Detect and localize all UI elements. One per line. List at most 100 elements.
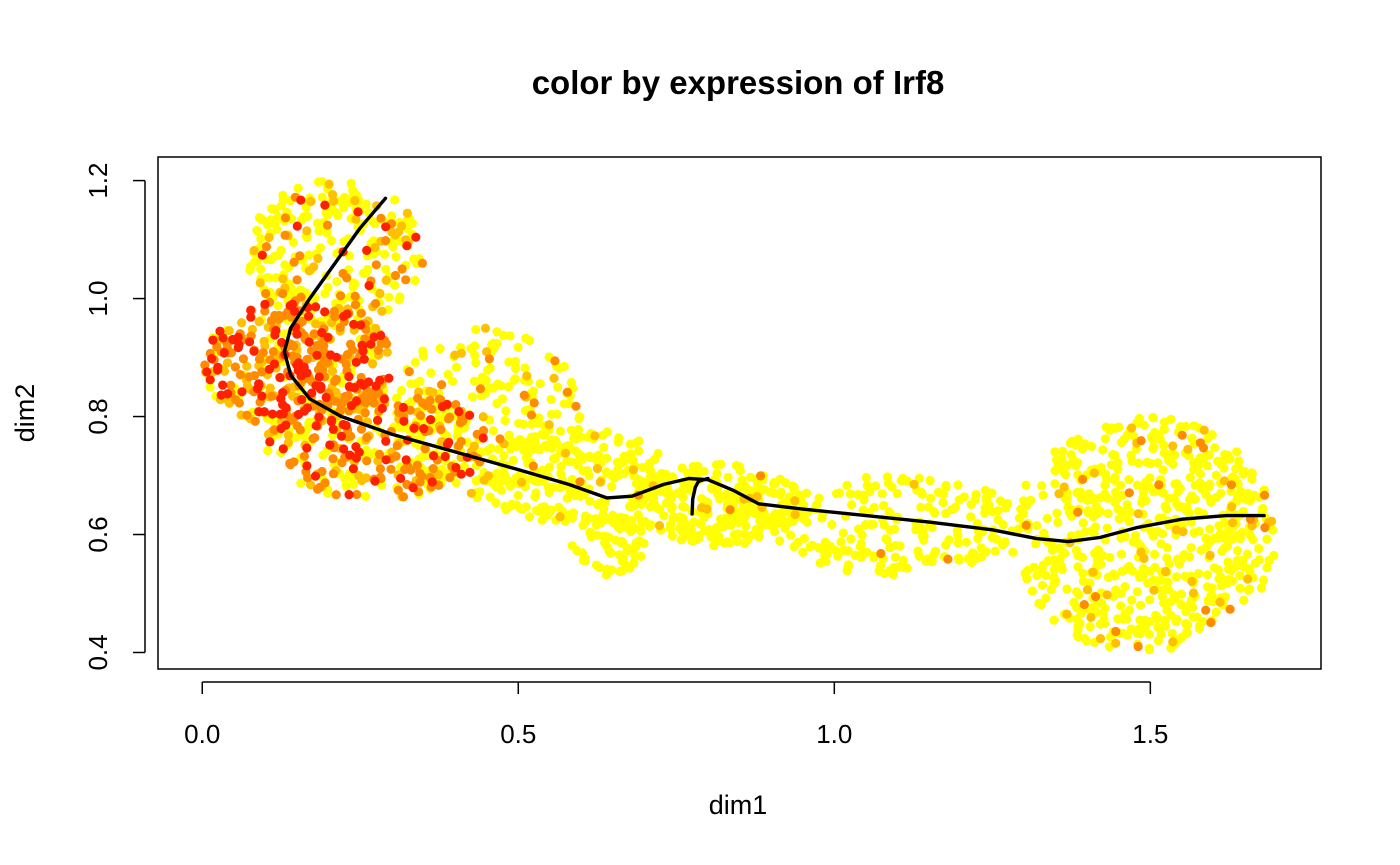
data-point: [326, 236, 337, 246]
data-point: [320, 307, 330, 317]
data-point: [386, 464, 396, 474]
data-point: [882, 472, 893, 482]
data-point: [456, 436, 466, 447]
data-point: [1256, 583, 1267, 593]
data-point: [526, 410, 537, 420]
data-point: [256, 264, 266, 274]
data-point: [317, 328, 327, 338]
data-point: [415, 376, 425, 386]
data-point: [369, 398, 379, 408]
data-point: [1159, 424, 1169, 434]
data-point: [618, 457, 628, 467]
data-point: [370, 299, 381, 309]
data-point: [508, 455, 518, 465]
data-point: [916, 502, 926, 512]
trajectory-layer: [282, 196, 1266, 544]
data-point: [327, 415, 337, 425]
data-point: [954, 553, 964, 563]
data-point: [480, 323, 491, 333]
data-point: [1201, 542, 1212, 552]
data-point: [532, 505, 542, 515]
data-point: [377, 306, 387, 316]
data-point: [1171, 572, 1181, 582]
data-point: [1132, 480, 1142, 490]
data-point: [613, 465, 623, 475]
data-point: [1166, 414, 1176, 424]
data-point: [1220, 534, 1231, 544]
data-point: [471, 358, 481, 368]
data-point: [1262, 534, 1272, 544]
data-point: [1217, 546, 1227, 557]
data-point: [302, 354, 312, 364]
data-point: [1185, 552, 1195, 562]
data-point: [1258, 575, 1269, 585]
data-point: [292, 275, 302, 285]
data-point: [293, 183, 303, 193]
data-point: [392, 441, 402, 451]
data-point: [1034, 598, 1044, 609]
data-point: [344, 490, 354, 500]
data-point: [1194, 623, 1204, 634]
data-point: [1096, 559, 1106, 569]
data-point: [261, 242, 271, 252]
data-point: [374, 449, 385, 459]
data-point: [537, 515, 547, 525]
data-point: [587, 530, 597, 540]
data-point: [890, 552, 900, 562]
data-point: [853, 489, 863, 500]
data-point: [1126, 624, 1136, 634]
data-point: [365, 346, 375, 356]
data-point: [666, 493, 676, 503]
data-point: [1224, 526, 1234, 536]
data-point: [1189, 458, 1199, 468]
data-point: [725, 505, 735, 515]
data-point: [200, 360, 210, 370]
data-point: [278, 274, 288, 284]
data-point: [631, 541, 641, 551]
data-point: [402, 241, 412, 251]
data-point: [504, 357, 514, 367]
data-point: [1243, 488, 1253, 498]
data-point: [311, 421, 321, 431]
data-point: [255, 278, 265, 288]
data-point: [1103, 508, 1113, 519]
data-point: [918, 524, 928, 534]
data-point: [544, 420, 554, 430]
data-point: [798, 514, 809, 524]
data-point: [987, 533, 997, 543]
data-point: [843, 562, 853, 572]
data-point: [1077, 444, 1088, 454]
data-point: [652, 503, 662, 513]
data-point: [465, 467, 475, 477]
data-point: [1168, 637, 1178, 647]
data-point: [1205, 524, 1215, 534]
data-point: [1038, 490, 1048, 500]
data-point: [1209, 563, 1219, 573]
data-point: [245, 337, 255, 347]
data-point: [971, 490, 981, 500]
data-point: [515, 503, 525, 513]
data-point: [1144, 645, 1154, 655]
data-point: [381, 264, 391, 274]
data-point: [499, 451, 509, 461]
data-point: [419, 424, 429, 434]
data-point: [1138, 571, 1148, 582]
data-point: [420, 444, 430, 454]
data-point: [303, 473, 313, 483]
data-point: [216, 390, 226, 400]
plot-frame: [157, 156, 1322, 670]
data-point: [1089, 494, 1099, 504]
data-point: [1138, 486, 1149, 497]
data-point: [390, 195, 400, 205]
data-point: [219, 348, 229, 358]
data-point: [953, 531, 963, 541]
data-point: [1037, 564, 1047, 574]
data-point: [304, 266, 314, 276]
data-point: [623, 546, 633, 556]
data-point: [503, 382, 514, 392]
data-point: [226, 380, 236, 390]
data-point: [426, 415, 436, 425]
data-point: [723, 472, 733, 482]
data-point: [1120, 512, 1130, 522]
data-point: [1127, 456, 1137, 466]
